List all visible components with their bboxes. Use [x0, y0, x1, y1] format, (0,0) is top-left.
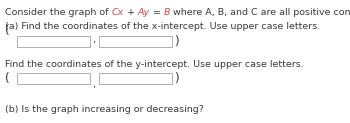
Text: ,: ,	[92, 79, 95, 89]
Text: ,: ,	[92, 35, 95, 44]
Text: =: =	[150, 8, 164, 17]
Text: +: +	[124, 8, 138, 17]
Text: ): )	[174, 72, 179, 85]
Text: Consider the graph of: Consider the graph of	[5, 8, 112, 17]
Text: Ay: Ay	[138, 8, 150, 17]
Text: ): )	[174, 35, 179, 48]
Text: B: B	[164, 8, 170, 17]
Text: (b) Is the graph increasing or decreasing?: (b) Is the graph increasing or decreasin…	[5, 105, 204, 114]
Text: Find the coordinates of the y-intercept. Use upper case letters.: Find the coordinates of the y-intercept.…	[5, 60, 304, 69]
Text: (: (	[5, 72, 10, 85]
Text: (: (	[5, 24, 10, 37]
Text: Cx: Cx	[112, 8, 124, 17]
Text: where A, B, and C are all positive constants.: where A, B, and C are all positive const…	[170, 8, 350, 17]
FancyBboxPatch shape	[17, 73, 90, 84]
FancyBboxPatch shape	[17, 36, 90, 47]
FancyBboxPatch shape	[99, 73, 172, 84]
FancyBboxPatch shape	[99, 36, 172, 47]
Text: (a) Find the coordinates of the x-intercept. Use upper case letters.: (a) Find the coordinates of the x-interc…	[5, 22, 320, 31]
